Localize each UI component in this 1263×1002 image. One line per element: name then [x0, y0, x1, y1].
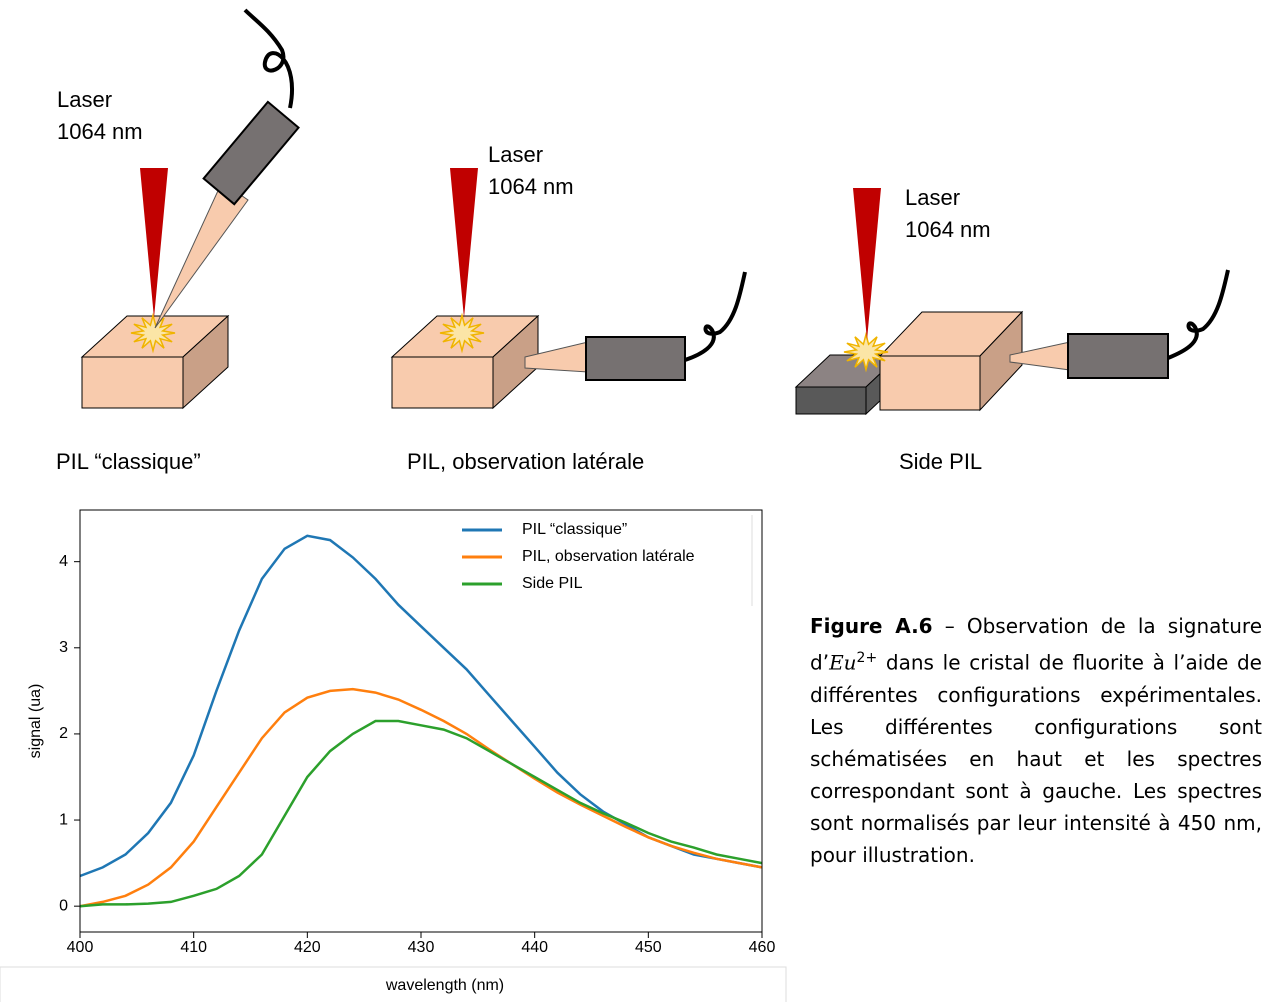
- legend-label: PIL “classique”: [522, 521, 627, 538]
- y-tick-label: 0: [59, 897, 68, 914]
- fiber: [1167, 269, 1230, 360]
- y-tick-label: 4: [59, 553, 68, 570]
- x-tick-label: 450: [635, 939, 662, 956]
- legend-label: PIL, observation latérale: [522, 548, 695, 565]
- laser-label: Laser: [488, 142, 543, 167]
- caption-label: Figure A.6: [810, 614, 933, 638]
- diagram-label: PIL “classique”: [56, 449, 201, 474]
- legend-label: Side PIL: [522, 575, 583, 592]
- crystal-front: [391, 356, 494, 409]
- fiber: [243, 8, 294, 109]
- x-label-box: [0, 966, 787, 1002]
- diagram-label: PIL, observation latérale: [407, 449, 644, 474]
- series-line: [79, 534, 763, 878]
- fiber: [684, 271, 747, 362]
- crystal-front: [879, 355, 981, 411]
- laser-wavelength: 1064 nm: [488, 174, 574, 199]
- plasma-spark: [843, 331, 889, 373]
- crystal-front: [81, 356, 184, 409]
- detector: [585, 336, 686, 381]
- diagram-classique: Laser 1064 nm PIL “classique”: [56, 8, 300, 474]
- laser-label: Laser: [57, 87, 112, 112]
- y-axis-label: signal (ua): [27, 684, 44, 759]
- caption: Figure A.6 – Observation de la signature…: [810, 610, 1262, 871]
- diagram-label: Side PIL: [899, 449, 982, 474]
- series-line: [79, 719, 763, 908]
- plot-frame: [79, 509, 763, 933]
- y-tick-label: 3: [59, 639, 68, 656]
- slab-front: [795, 386, 867, 415]
- caption-sup: 2+: [856, 650, 878, 666]
- caption-text: – Observation de la signature d’: [810, 614, 1262, 675]
- caption-math: Eu: [829, 650, 857, 675]
- y-tick-label: 2: [59, 725, 68, 742]
- spark: [130, 312, 176, 354]
- laser-beam: [853, 188, 881, 340]
- laser-beam: [140, 168, 168, 318]
- x-tick-label: 460: [749, 939, 776, 956]
- x-axis-label: wavelength (nm): [385, 977, 504, 994]
- detector: [1067, 333, 1169, 379]
- plasma-spark: [130, 312, 176, 354]
- diagram-laterale: Laser 1064 nm PIL, observation latérale: [390, 142, 747, 474]
- spark: [439, 312, 485, 354]
- diagram-side: Laser 1064 nm Side PIL: [794, 185, 1230, 474]
- detector: [202, 100, 300, 206]
- laser-wavelength: 1064 nm: [905, 217, 991, 242]
- y-tick-label: 1: [59, 811, 68, 828]
- laser-label: Laser: [905, 185, 960, 210]
- x-tick-label: 420: [294, 939, 321, 956]
- x-tick-label: 430: [408, 939, 435, 956]
- caption-rest: dans le cristal de fluorite à l’aide de …: [810, 650, 1262, 867]
- laser-beam: [450, 168, 478, 318]
- chart: 400 410 420 430 440 450 460 0 1 2 3 4 signal (ua) wav…: [0, 509, 787, 1002]
- series-line: [79, 687, 763, 908]
- x-tick-label: 440: [521, 939, 548, 956]
- x-tick-label: 400: [67, 939, 94, 956]
- spark: [843, 331, 889, 373]
- x-tick-label: 410: [180, 939, 207, 956]
- plasma-spark: [439, 312, 485, 354]
- laser-wavelength: 1064 nm: [57, 119, 143, 144]
